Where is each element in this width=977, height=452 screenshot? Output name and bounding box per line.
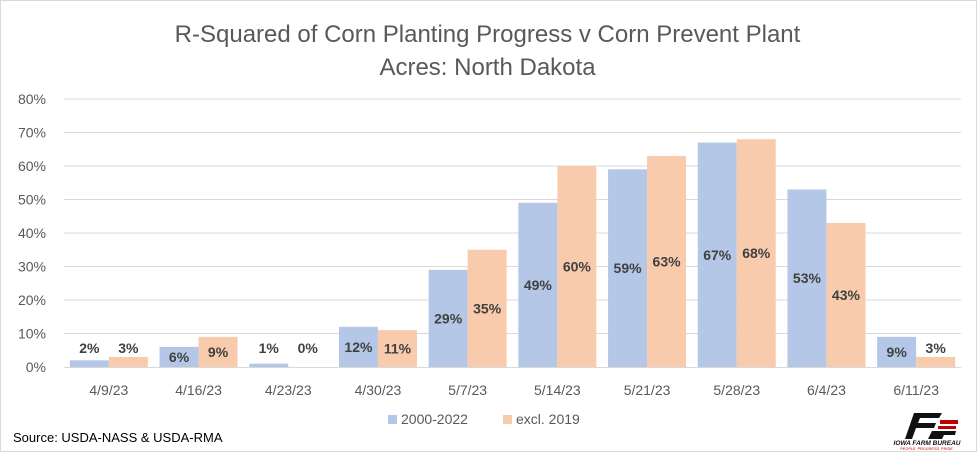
bar-2000-2022	[518, 202, 558, 367]
bar-2000-2022	[787, 189, 827, 367]
legend: 2000-2022 excl. 2019	[388, 411, 580, 427]
bar-excl-2019	[108, 356, 148, 367]
x-tick-label: 5/28/23	[713, 382, 760, 398]
data-label: 67%	[703, 247, 732, 263]
x-tick-label: 4/16/23	[175, 382, 222, 398]
data-label: 11%	[384, 341, 412, 357]
fb-logo-mark	[905, 413, 958, 439]
bar-excl-2019	[736, 139, 776, 367]
bar-excl-2019	[377, 330, 417, 367]
bar-excl-2019	[557, 166, 597, 367]
bar-2000-2022	[877, 336, 917, 367]
bar-excl-2019	[826, 222, 866, 367]
bar-2000-2022	[428, 269, 468, 367]
bar-excl-2019	[647, 155, 687, 367]
data-label: 9%	[208, 344, 229, 360]
data-label: 29%	[434, 310, 463, 326]
legend-label: excl. 2019	[516, 411, 580, 427]
data-label: 12%	[344, 339, 373, 355]
chart-title-line-2: Acres: North Dakota	[379, 54, 596, 81]
data-label: 60%	[563, 259, 592, 275]
bar-excl-2019	[916, 356, 956, 367]
source-note: Source: USDA-NASS & USDA-RMA	[13, 430, 223, 445]
bar-excl-2019	[467, 249, 507, 367]
y-tick-label: 60%	[18, 158, 46, 174]
legend-label: 2000-2022	[401, 411, 468, 427]
x-tick-label: 5/7/23	[448, 382, 487, 398]
iowa-farm-bureau-logo: IOWA FARM BUREAU PEOPLE. PROGRESS. PRIDE…	[894, 413, 961, 451]
y-tick-label: 0%	[26, 359, 46, 375]
bar-2000-2022	[159, 346, 199, 367]
data-label: 3%	[118, 340, 139, 356]
x-tick-label: 5/14/23	[534, 382, 581, 398]
bars	[69, 139, 956, 367]
x-tick-label: 4/23/23	[265, 382, 312, 398]
logo-text: IOWA FARM BUREAU	[894, 440, 961, 447]
data-label: 68%	[742, 245, 771, 261]
data-label: 2%	[79, 340, 100, 356]
x-tick-label: 5/21/23	[624, 382, 671, 398]
data-label: 0%	[298, 340, 319, 356]
y-tick-label: 50%	[18, 192, 46, 208]
y-tick-label: 80%	[18, 91, 46, 107]
legend-swatch	[503, 415, 512, 424]
chart-title-line-1: R-Squared of Corn Planting Progress v Co…	[174, 21, 801, 48]
x-tick-label: 4/30/23	[355, 382, 402, 398]
bar-2000-2022	[69, 360, 109, 367]
data-labels: 2% 6% 1% 12% 29% 49% 59% 67% 53% 9% 3% 9% 0% 11% 35% 60…	[79, 245, 946, 365]
data-label: 3%	[926, 340, 947, 356]
y-tick-label: 20%	[18, 292, 46, 308]
data-label: 63%	[653, 253, 682, 269]
bar-2000-2022	[338, 326, 378, 367]
bar-2000-2022	[697, 142, 737, 367]
data-label: 53%	[793, 270, 822, 286]
data-label: 35%	[473, 300, 502, 316]
x-tick-label: 6/11/23	[893, 382, 939, 398]
logo-tagline: PEOPLE. PROGRESS. PRIDE.	[900, 447, 954, 451]
data-label: 59%	[614, 260, 643, 276]
data-label: 49%	[524, 277, 553, 293]
axes: 0% 10% 20% 30% 40% 50% 60% 70% 80% 4/9/23 4/16/23 4…	[18, 91, 961, 398]
x-tick-label: 4/9/23	[89, 382, 128, 398]
legend-swatch	[388, 415, 397, 424]
data-label: 43%	[832, 287, 861, 303]
bar-2000-2022	[249, 363, 289, 367]
y-tick-label: 70%	[18, 125, 46, 141]
data-label: 1%	[259, 340, 280, 356]
data-label: 6%	[169, 349, 190, 365]
y-tick-label: 10%	[18, 326, 46, 342]
y-tick-label: 30%	[18, 259, 46, 275]
y-tick-label: 40%	[18, 225, 46, 241]
x-tick-label: 6/4/23	[807, 382, 846, 398]
bar-2000-2022	[608, 169, 648, 367]
bar-excl-2019	[198, 336, 238, 367]
data-label: 9%	[887, 344, 908, 360]
chart-title: R-Squared of Corn Planting Progress v Co…	[0, 18, 975, 84]
